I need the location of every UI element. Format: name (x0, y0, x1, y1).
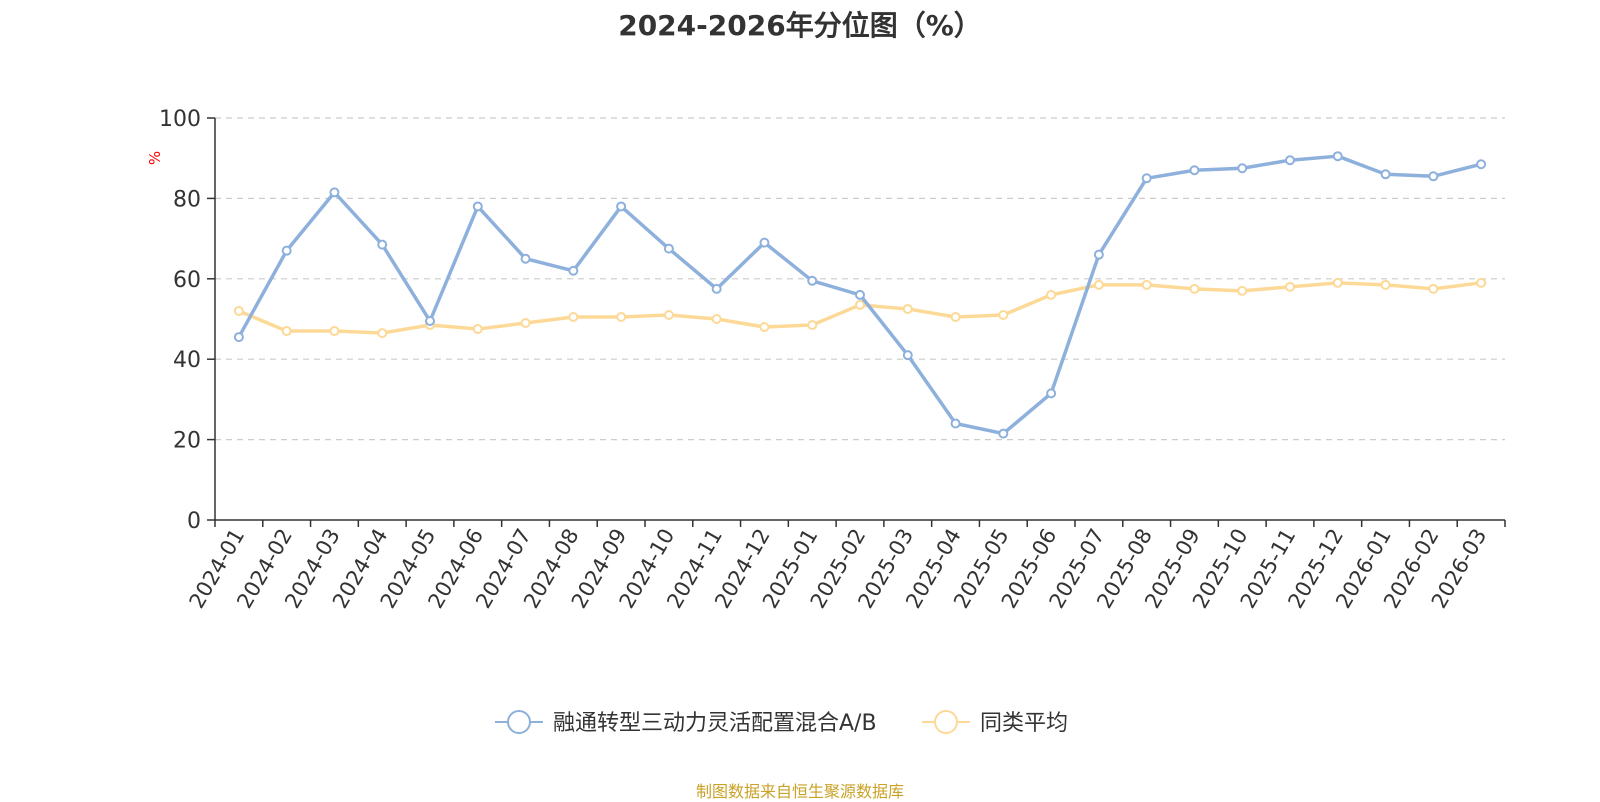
data-point (377, 239, 388, 250)
legend-label: 融通转型三动力灵活配置混合A/B (553, 711, 877, 736)
data-point (1285, 155, 1295, 166)
data-point (233, 305, 244, 316)
data-point (711, 283, 722, 294)
data-point (1189, 283, 1200, 294)
data-point (998, 309, 1009, 320)
data-point (1237, 285, 1248, 296)
data-point (807, 275, 818, 286)
data-point (281, 326, 292, 337)
data-point (1046, 289, 1057, 300)
data-point (950, 311, 961, 322)
data-point (1189, 165, 1200, 176)
legend-label: 同类平均 (980, 711, 1068, 736)
data-point (568, 311, 579, 322)
data-point (1141, 279, 1152, 290)
legend: 融通转型三动力灵活配置混合A/B 同类平均 (495, 710, 1068, 736)
data-point (1285, 281, 1295, 292)
data-point (759, 322, 770, 333)
data-point (902, 303, 913, 314)
data-point (902, 350, 913, 361)
chart-title: 2024-2026年分位图（%） (618, 9, 982, 42)
data-point (950, 418, 961, 429)
y-tick-label: 40 (173, 348, 201, 373)
legend-marker (507, 710, 531, 734)
data-point (855, 299, 865, 310)
data-point (998, 428, 1009, 439)
data-point (1093, 279, 1104, 290)
data-point (1141, 173, 1152, 184)
data-point (520, 318, 531, 329)
data-point (568, 265, 579, 276)
data-point (520, 253, 531, 264)
y-tick-label: 60 (173, 268, 201, 293)
data-point (1476, 159, 1487, 170)
data-point (377, 328, 388, 339)
data-point (663, 309, 674, 320)
data-point (1380, 169, 1391, 180)
data-point (663, 243, 674, 254)
data-point (329, 187, 340, 198)
data-point (472, 201, 483, 212)
data-point (616, 311, 627, 322)
series-lines (233, 151, 1487, 439)
data-point (616, 201, 627, 212)
grid-lines (215, 117, 1505, 441)
source-note: 制图数据来自恒生聚源数据库 (695, 782, 904, 801)
data-point (281, 245, 292, 256)
data-point (1428, 171, 1439, 182)
legend-marker (934, 710, 958, 734)
y-tick-label: 0 (187, 509, 201, 534)
data-point (855, 289, 865, 300)
data-point (425, 316, 435, 327)
data-point (711, 314, 722, 324)
y-tick-label: 80 (173, 187, 201, 212)
y-axis-label: % (146, 151, 164, 165)
data-point (472, 324, 483, 335)
y-tick-label: 20 (173, 429, 201, 454)
data-point (1332, 277, 1343, 288)
data-point (1332, 151, 1343, 162)
data-point (1046, 388, 1057, 399)
data-point (807, 320, 818, 331)
data-point (759, 237, 770, 248)
data-point (1093, 249, 1104, 260)
data-point (329, 326, 340, 337)
data-point (1237, 163, 1248, 174)
data-point (1428, 283, 1439, 294)
data-point (233, 332, 244, 343)
data-point (1476, 277, 1487, 288)
data-point (1380, 279, 1391, 290)
y-tick-label: 100 (159, 107, 201, 132)
